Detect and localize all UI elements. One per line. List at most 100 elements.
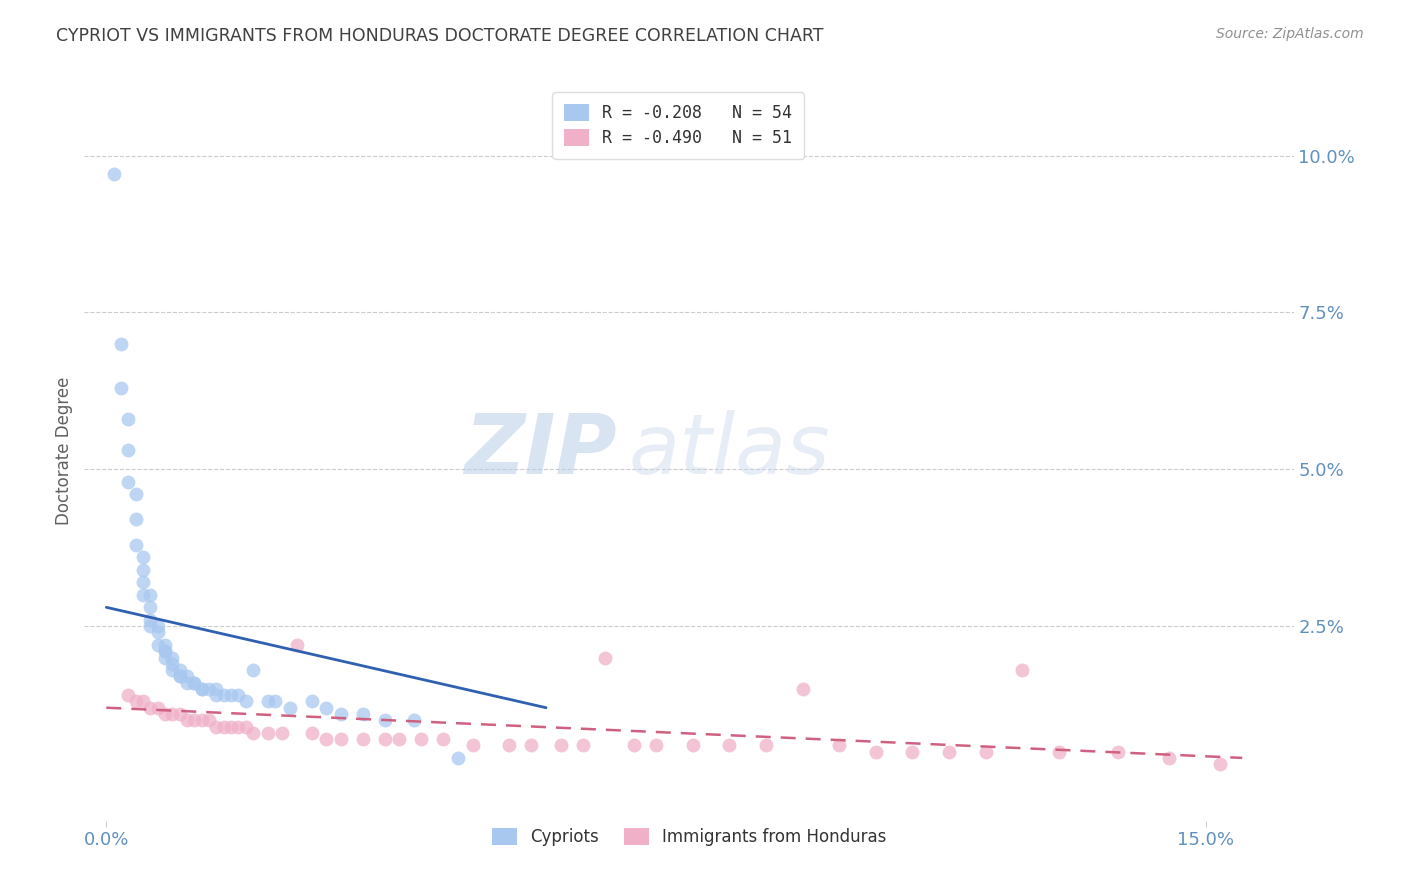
Point: [117, 688, 139, 702]
Point: [329, 706, 352, 721]
Point: [176, 713, 198, 727]
Point: [301, 694, 323, 708]
Point: [1047, 745, 1070, 759]
Point: [718, 739, 741, 753]
Point: [550, 739, 572, 753]
Point: [278, 700, 301, 714]
Point: [139, 619, 162, 633]
Point: [162, 706, 184, 721]
Legend: Cypriots, Immigrants from Honduras: Cypriots, Immigrants from Honduras: [485, 822, 893, 853]
Point: [352, 732, 374, 747]
Point: [162, 657, 184, 671]
Point: [271, 726, 294, 740]
Point: [226, 688, 249, 702]
Point: [212, 688, 235, 702]
Point: [176, 669, 198, 683]
Point: [315, 700, 337, 714]
Point: [169, 669, 191, 683]
Point: [183, 675, 205, 690]
Point: [447, 751, 470, 765]
Point: [153, 644, 176, 658]
Point: [1011, 663, 1033, 677]
Point: [139, 588, 162, 602]
Point: [865, 745, 887, 759]
Point: [110, 336, 132, 351]
Point: [461, 739, 484, 753]
Point: [411, 732, 433, 747]
Point: [124, 512, 146, 526]
Point: [198, 681, 221, 696]
Point: [374, 732, 396, 747]
Point: [183, 713, 205, 727]
Point: [1107, 745, 1129, 759]
Point: [792, 681, 814, 696]
Point: [169, 706, 191, 721]
Point: [623, 739, 645, 753]
Point: [264, 694, 287, 708]
Point: [146, 625, 169, 640]
Point: [219, 688, 242, 702]
Point: [117, 475, 139, 489]
Point: [374, 713, 396, 727]
Point: [828, 739, 851, 753]
Text: ZIP: ZIP: [464, 410, 616, 491]
Point: [645, 739, 668, 753]
Point: [571, 739, 593, 753]
Text: atlas: atlas: [628, 410, 830, 491]
Point: [132, 550, 155, 565]
Point: [153, 644, 176, 658]
Point: [242, 726, 264, 740]
Point: [1157, 751, 1180, 765]
Point: [219, 719, 242, 733]
Point: [755, 739, 778, 753]
Point: [162, 663, 184, 677]
Point: [388, 732, 411, 747]
Point: [205, 681, 228, 696]
Point: [132, 575, 155, 590]
Point: [212, 719, 235, 733]
Point: [117, 443, 139, 458]
Point: [139, 700, 162, 714]
Point: [352, 706, 374, 721]
Point: [132, 563, 155, 577]
Point: [190, 713, 212, 727]
Point: [235, 694, 257, 708]
Y-axis label: Doctorate Degree: Doctorate Degree: [55, 376, 73, 524]
Text: CYPRIOT VS IMMIGRANTS FROM HONDURAS DOCTORATE DEGREE CORRELATION CHART: CYPRIOT VS IMMIGRANTS FROM HONDURAS DOCT…: [56, 27, 824, 45]
Point: [285, 638, 308, 652]
Point: [682, 739, 704, 753]
Point: [153, 706, 176, 721]
Point: [329, 732, 352, 747]
Point: [110, 381, 132, 395]
Point: [205, 719, 228, 733]
Point: [139, 600, 162, 615]
Point: [226, 719, 249, 733]
Point: [183, 675, 205, 690]
Point: [315, 732, 337, 747]
Point: [124, 487, 146, 501]
Point: [132, 588, 155, 602]
Point: [256, 726, 278, 740]
Point: [176, 675, 198, 690]
Point: [124, 538, 146, 552]
Point: [242, 663, 264, 677]
Point: [162, 650, 184, 665]
Text: Source: ZipAtlas.com: Source: ZipAtlas.com: [1216, 27, 1364, 41]
Point: [146, 638, 169, 652]
Point: [103, 168, 125, 182]
Point: [901, 745, 924, 759]
Point: [498, 739, 520, 753]
Point: [235, 719, 257, 733]
Point: [146, 700, 169, 714]
Point: [117, 412, 139, 426]
Point: [169, 663, 191, 677]
Point: [153, 650, 176, 665]
Point: [520, 739, 543, 753]
Point: [139, 613, 162, 627]
Point: [432, 732, 454, 747]
Point: [146, 619, 169, 633]
Point: [404, 713, 426, 727]
Point: [593, 650, 616, 665]
Point: [169, 669, 191, 683]
Point: [190, 681, 212, 696]
